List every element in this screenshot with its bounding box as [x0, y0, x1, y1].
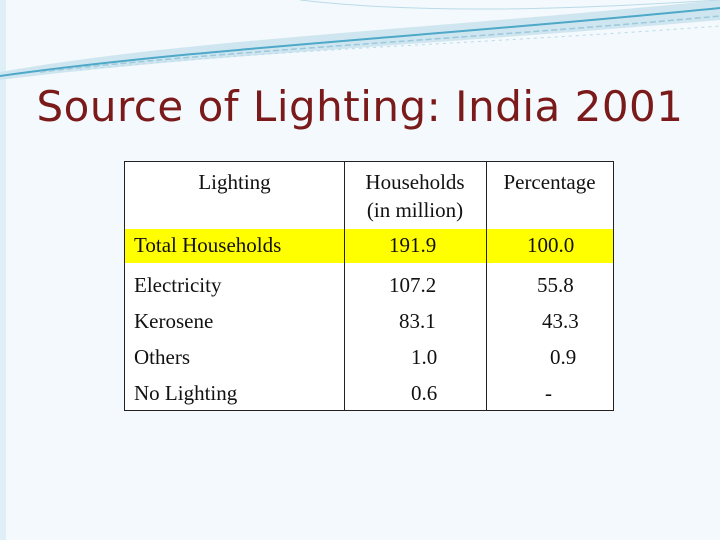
row-households: 107.2 — [389, 273, 437, 297]
row-households: 0.6 — [411, 381, 438, 405]
row-percentage: 43.3 — [542, 309, 579, 333]
row-label: Others — [134, 345, 190, 369]
row-percentage: 100.0 — [527, 233, 575, 257]
row-label: Kerosene — [134, 309, 214, 333]
header-households-unit: (in million) — [366, 198, 464, 222]
lighting-table: Lighting Households (in million) Percent… — [124, 161, 614, 411]
decorative-swoosh — [0, 0, 720, 80]
row-households: 1.0 — [411, 345, 438, 369]
header-households: Households — [365, 170, 465, 194]
header-lighting: Lighting — [198, 170, 271, 194]
column-divider — [344, 162, 345, 410]
row-label: Total Households — [134, 233, 282, 257]
header-percentage: Percentage — [503, 170, 596, 194]
row-percentage: 0.9 — [550, 345, 577, 369]
column-divider — [486, 162, 487, 410]
row-percentage: 55.8 — [537, 273, 574, 297]
page-title: Source of Lighting: India 2001 — [36, 82, 684, 131]
highlight-row-total — [125, 229, 613, 263]
row-households: 83.1 — [399, 309, 436, 333]
row-percentage: - — [545, 381, 552, 405]
row-label: No Lighting — [134, 381, 238, 405]
row-label: Electricity — [134, 273, 222, 297]
row-households: 191.9 — [389, 233, 437, 257]
